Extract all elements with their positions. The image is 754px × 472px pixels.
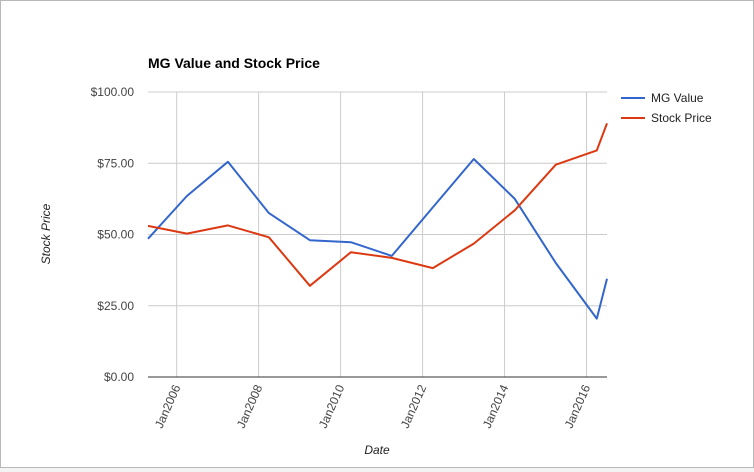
x-tick-label: Jan2008 — [234, 382, 266, 430]
series-line-mg-value — [147, 158, 608, 320]
chart-title: MG Value and Stock Price — [148, 55, 320, 71]
legend: MG Value Stock Price — [621, 91, 712, 125]
y-tick-label: $100.00 — [91, 85, 135, 99]
x-tick-label: Jan2014 — [480, 382, 512, 430]
y-axis-title: Stock Price — [39, 203, 53, 264]
x-tick-label: Jan2012 — [398, 382, 430, 430]
y-tick-label: $50.00 — [97, 228, 134, 242]
y-tick-label: $25.00 — [97, 299, 134, 313]
y-tick-label: $0.00 — [104, 370, 134, 384]
x-tick-label: Jan2006 — [152, 382, 184, 430]
series-line-stock-price — [147, 122, 608, 287]
series-lines — [147, 122, 608, 320]
x-tick-label: Jan2010 — [316, 382, 348, 430]
x-axis-title: Date — [364, 443, 390, 457]
x-tick-label: Jan2016 — [562, 382, 594, 430]
legend-label: Stock Price — [651, 111, 712, 125]
axis-labels: $0.00 $25.00 $50.00 $75.00 $100.00 Jan2006 Jan… — [91, 85, 594, 430]
legend-label: MG Value — [651, 91, 704, 105]
y-tick-label: $75.00 — [97, 156, 134, 170]
grid-lines — [148, 91, 607, 378]
